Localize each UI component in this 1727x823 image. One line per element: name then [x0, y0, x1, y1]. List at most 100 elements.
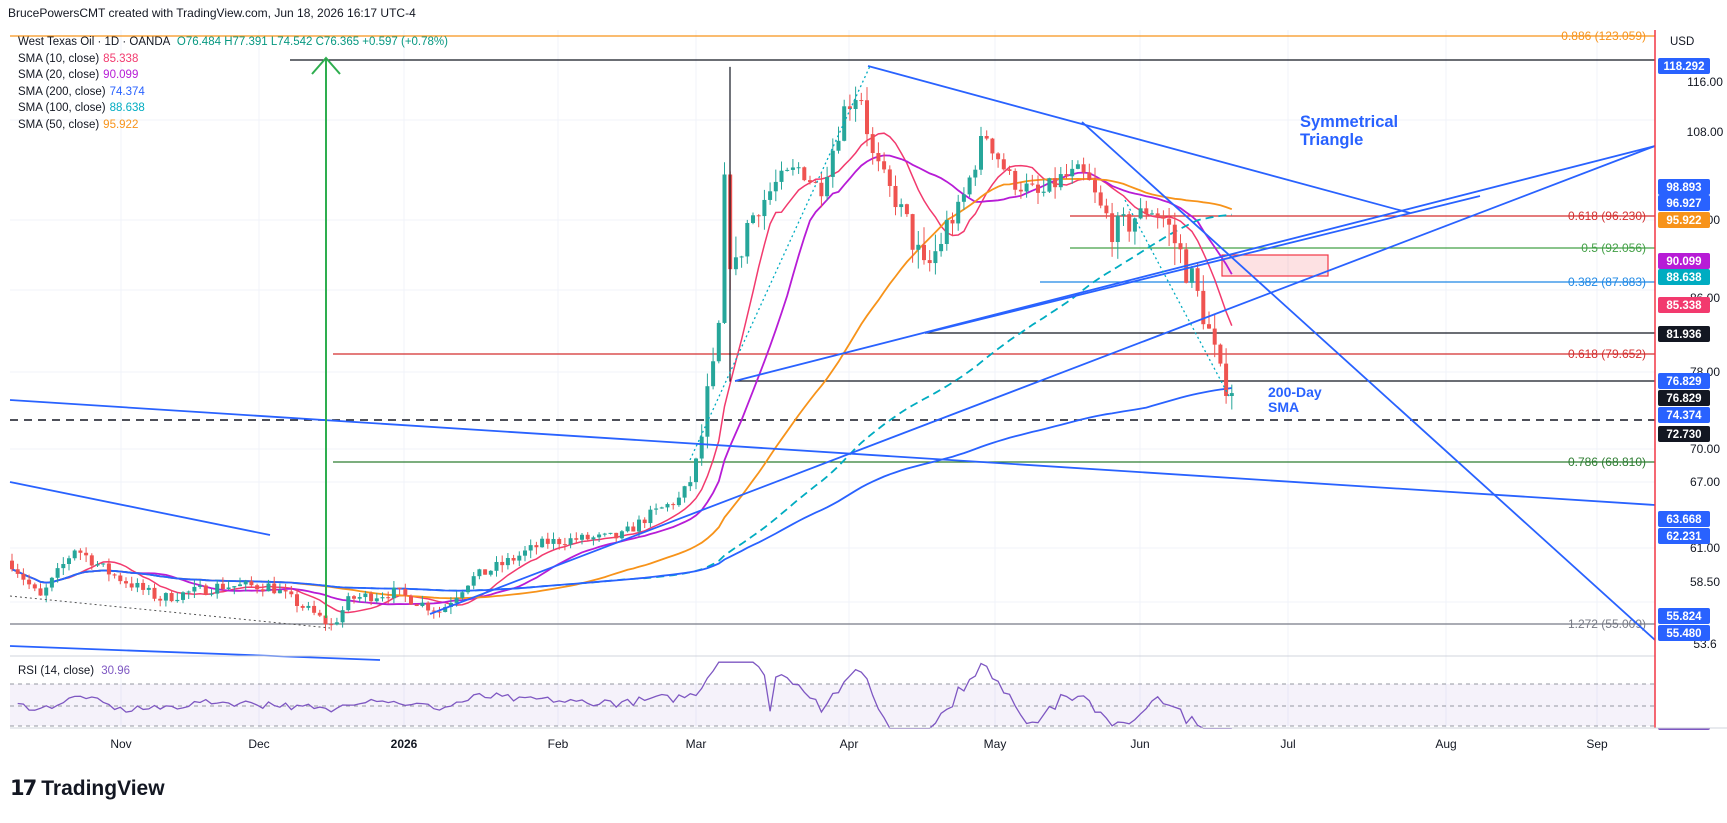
candle-body: [1127, 214, 1132, 232]
candle-body: [84, 552, 89, 556]
x-tick-label: Jul: [1280, 737, 1295, 751]
candle-body: [78, 550, 83, 553]
x-tick-label: May: [984, 737, 1007, 751]
candle-body: [665, 504, 670, 508]
candle-body: [118, 575, 123, 582]
legend-item-label: SMA (200, close): [18, 85, 106, 98]
candle-body: [289, 591, 294, 595]
descending-trend-line: [1081, 121, 1656, 641]
candle-body: [1178, 243, 1183, 250]
candle-body: [819, 182, 824, 197]
candle-body: [585, 534, 590, 540]
y-tick-label: 61.00: [1690, 541, 1720, 555]
candle-body: [517, 555, 522, 561]
candle-body: [1047, 178, 1052, 192]
bottom-channel-line: [9, 645, 381, 661]
candle-body: [141, 582, 146, 590]
candle-body: [72, 550, 77, 559]
candle-body: [152, 587, 157, 599]
candle-body: [619, 531, 624, 539]
legend-item[interactable]: SMA (50, close) 95.922: [18, 117, 448, 134]
candle-body: [300, 605, 305, 608]
fib-level-label: 0.618 (96.230): [1568, 209, 1646, 223]
price-badge: [1658, 58, 1710, 74]
candle-body: [956, 201, 961, 224]
price-badge-label: 55.824: [1666, 611, 1702, 623]
price-badge-label: 96.927: [1666, 198, 1701, 210]
price-badge: [1658, 195, 1710, 211]
y-tick-label: 67.00: [1690, 475, 1720, 489]
candle-body: [397, 587, 402, 589]
candle-body: [950, 219, 955, 224]
candle-body: [984, 136, 989, 139]
candle-body: [608, 532, 613, 534]
tradingview-logo-text: TradingView: [41, 777, 165, 800]
candle-body: [922, 244, 926, 261]
candle-body: [865, 100, 869, 135]
candle-body: [505, 558, 510, 566]
candle-body: [494, 561, 499, 571]
candle-body: [779, 170, 784, 182]
tradingview-logo[interactable]: 17 TradingView: [10, 776, 165, 801]
candle-body: [146, 587, 151, 590]
candle-body: [175, 599, 180, 602]
candle-body: [1144, 208, 1149, 215]
rsi-band: [10, 684, 1655, 726]
price-badge: [1658, 511, 1710, 527]
candle-body: [340, 610, 345, 623]
candle-body: [295, 594, 299, 606]
candle-body: [1138, 208, 1143, 219]
candle-body: [944, 219, 949, 244]
price-badge: [1658, 528, 1710, 544]
candle-body: [374, 598, 379, 602]
lower-dotted-line: [9, 595, 331, 629]
price-badge: [1658, 297, 1710, 313]
candle-body: [979, 136, 983, 170]
legend-symbol-row[interactable]: West Texas Oil · 1D · OANDA O76.484 H77.…: [18, 34, 448, 51]
candle-body: [540, 538, 545, 548]
price-badge-label: 72.730: [1666, 429, 1701, 441]
x-tick-label: Nov: [110, 737, 131, 751]
candle-body: [420, 602, 425, 607]
legend-item[interactable]: SMA (20, close) 90.099: [18, 67, 448, 84]
candle-body: [899, 204, 904, 208]
price-badge-label: 98.893: [1666, 182, 1701, 194]
candle-body: [135, 582, 140, 588]
candle-body: [443, 607, 448, 613]
legend-item[interactable]: SMA (200, close) 74.374: [18, 84, 448, 101]
legend-item[interactable]: SMA (100, close) 88.638: [18, 100, 448, 117]
candle-body: [557, 538, 562, 545]
candle-body: [1189, 268, 1194, 283]
candle-body: [10, 560, 14, 570]
price-badge-label: 74.374: [1666, 410, 1702, 422]
dotted-projection-line: [689, 65, 871, 461]
candle-body: [357, 597, 362, 599]
candle-body: [352, 596, 356, 599]
legend-item-label: SMA (20, close): [18, 69, 100, 82]
price-badge: [1658, 269, 1710, 285]
candle-body: [243, 581, 248, 585]
candle-body: [27, 579, 32, 585]
legend-symbol[interactable]: West Texas Oil · 1D · OANDA: [18, 36, 170, 48]
legend-item-value: 74.374: [109, 85, 145, 98]
candle-body: [1001, 159, 1006, 170]
candle-body: [654, 508, 659, 510]
fib-level-label: 0.5 (92.056): [1581, 241, 1646, 255]
annotation-symmetrical-triangle: Symmetrical Triangle: [1300, 113, 1398, 149]
x-tick-label: Sep: [1586, 737, 1608, 751]
legend-item-value: 90.099: [103, 69, 139, 82]
candle-body: [186, 591, 191, 593]
y-tick-label: 116.00: [1687, 75, 1723, 89]
x-tick-label: 2026: [391, 737, 418, 751]
triangle-lower-line: [924, 195, 1481, 334]
candle-body: [614, 532, 619, 539]
rsi-legend[interactable]: RSI (14, close) 30.96: [18, 665, 130, 677]
candle-body: [21, 573, 26, 580]
legend-item[interactable]: SMA (10, close) 85.338: [18, 51, 448, 68]
candle-body: [659, 507, 664, 509]
currency-label[interactable]: USD: [1670, 36, 1695, 48]
candle-body: [181, 592, 185, 600]
candle-body: [380, 597, 385, 599]
